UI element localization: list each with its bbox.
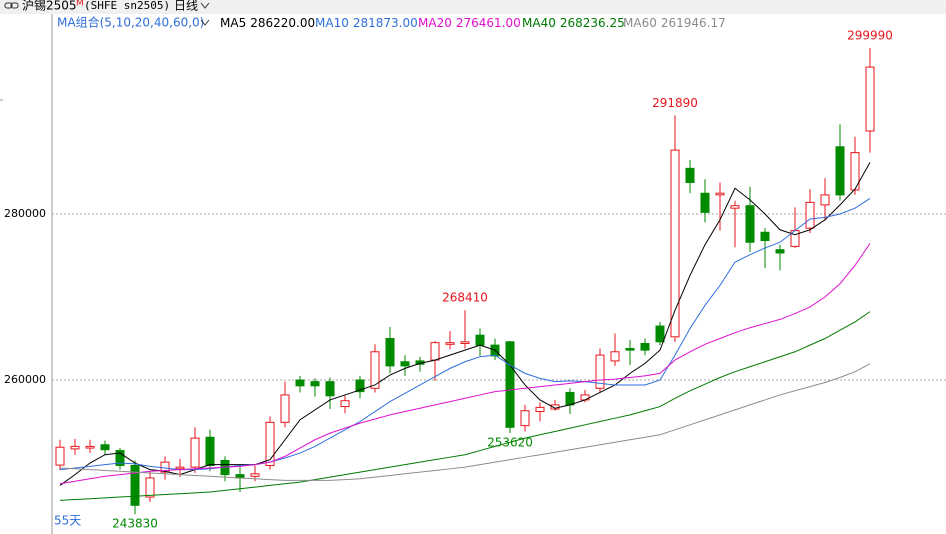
candle-body: [265, 421, 275, 466]
ma-line: [59, 311, 871, 501]
legend-name: MA20: [418, 16, 452, 30]
candle-body: [310, 381, 320, 387]
extreme-label: 291890: [652, 96, 698, 110]
candle-body: [100, 444, 110, 451]
candle-body: [430, 342, 440, 361]
candle-body: [250, 473, 260, 477]
candle-body: [400, 361, 410, 367]
legend-name: MA40: [522, 16, 556, 30]
y-tick-label: 280000: [4, 207, 46, 220]
candle-body: [775, 249, 785, 254]
ma-group[interactable]: MA组合(5,10,20,40,60,0): [57, 15, 204, 30]
candle-body: [610, 351, 620, 362]
chevron[interactable]: [200, 19, 210, 26]
candle-body: [655, 325, 665, 343]
legend-entry: MA20 276461.00: [418, 16, 521, 30]
legend-name: MA5: [220, 16, 246, 30]
code: (SHFE sn2505): [84, 0, 170, 12]
legend-value: 276461.00: [456, 16, 521, 30]
candle-body: [565, 391, 575, 406]
extreme-label: 253620: [487, 435, 533, 449]
header-bar: [0, 0, 946, 14]
candle-body: [85, 445, 95, 449]
candle-body: [850, 152, 860, 191]
candle-body: [820, 194, 830, 206]
symbol: 沪锡2505: [22, 0, 77, 13]
candle-body: [280, 394, 290, 423]
flag: M: [76, 0, 84, 9]
candle-body: [55, 446, 65, 466]
extreme-label: 268410: [442, 291, 488, 305]
candle-body: [520, 410, 530, 427]
candle-body: [745, 205, 755, 243]
ma-line: [59, 243, 871, 485]
chevron[interactable]: [200, 2, 210, 9]
candle-body: [805, 201, 815, 229]
candle-body: [685, 167, 695, 183]
legend-entry: MA40 268236.25: [522, 16, 625, 30]
legend-name: MA60: [623, 16, 657, 30]
candle-body: [190, 437, 200, 468]
extreme-label: 243830: [112, 517, 158, 531]
candle-body: [760, 231, 770, 242]
ma-line: [59, 363, 871, 481]
day-count: 55天: [54, 514, 81, 528]
candle-body: [70, 445, 80, 450]
candle-body: [355, 379, 365, 393]
candle-body: [730, 205, 740, 209]
candle-body: [715, 192, 725, 196]
candle-body: [445, 342, 455, 345]
legend-entry: MA10 281873.00: [315, 16, 418, 30]
candle-body: [595, 354, 605, 389]
candle-body: [700, 192, 710, 213]
legend-entry: MA5 286220.00: [220, 16, 315, 30]
candle-body: [385, 338, 395, 367]
candle-body: [625, 347, 635, 351]
candle-body: [370, 351, 380, 389]
legend-value: 281873.00: [353, 16, 418, 30]
legend-value: 286220.00: [250, 16, 315, 30]
candle-body: [670, 149, 680, 338]
ma-line: [59, 198, 871, 471]
candle-body: [475, 334, 485, 346]
candle-body: [340, 400, 350, 408]
candle-body: [535, 406, 545, 413]
candle-body: [145, 477, 155, 498]
legend-value: 261946.17: [661, 16, 726, 30]
legend-entry: MA60 261946.17: [623, 16, 726, 30]
candle-body: [835, 146, 845, 196]
candle-body: [295, 379, 305, 387]
candle-body: [580, 394, 590, 401]
link-icon: [4, 2, 19, 9]
candle-body: [175, 466, 185, 470]
candle-body: [460, 341, 470, 344]
candle-body: [115, 450, 125, 466]
candle-body: [640, 342, 650, 351]
candle-body: [130, 464, 140, 506]
candle-body: [505, 341, 515, 428]
candle-body: [205, 436, 215, 466]
legend-value: 268236.25: [560, 16, 625, 30]
candle-body: [325, 381, 335, 397]
y-tick-label: 260000: [4, 373, 46, 386]
extreme-label: 299990: [847, 29, 893, 43]
legend-name: MA10: [315, 16, 349, 30]
period[interactable]: 日线: [174, 0, 198, 13]
candle-body: [865, 66, 875, 132]
